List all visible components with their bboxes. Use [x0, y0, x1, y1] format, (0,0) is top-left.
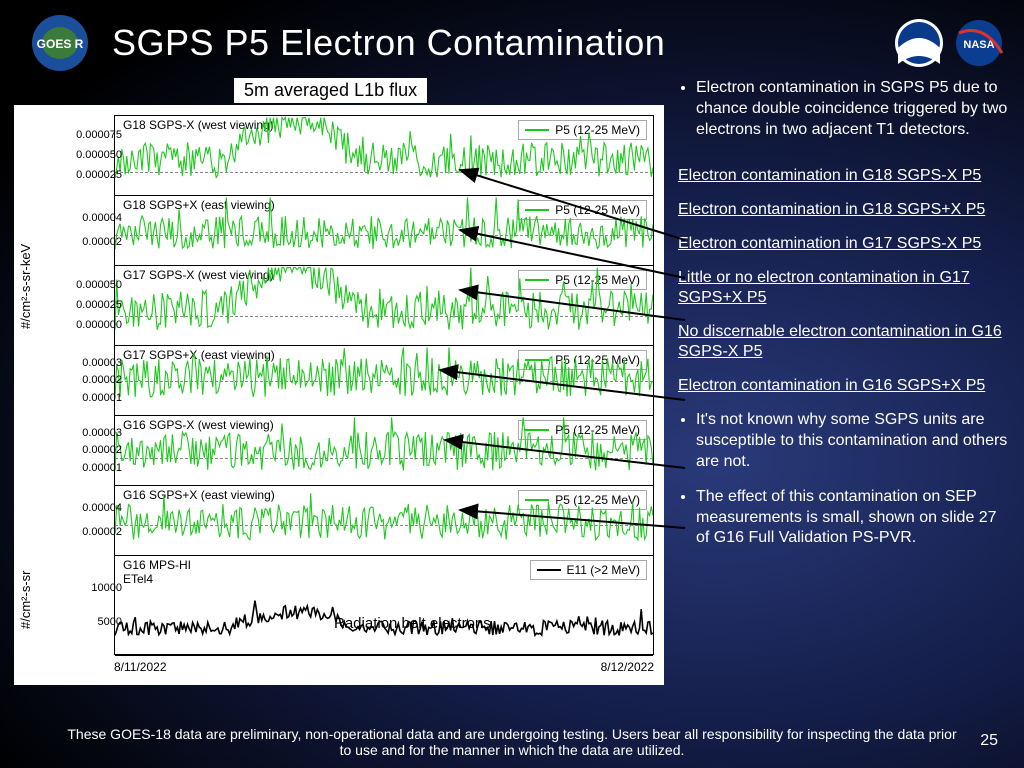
x-tick: 8/12/2022 [601, 660, 654, 674]
contamination-link[interactable]: Electron contamination in G18 SGPS+X P5 [678, 200, 1010, 220]
y-tick: 0.00004 [32, 502, 122, 514]
chart-caption: 5m averaged L1b flux [234, 78, 427, 103]
y-tick: 0.000000 [32, 319, 122, 331]
main-content: 5m averaged L1b flux #/cm²-s-sr-keV #/cm… [0, 78, 1024, 685]
plot-frame: G18 SGPS-X (west viewing)P5 (12-25 MeV)G… [114, 115, 654, 655]
multi-panel-chart: #/cm²-s-sr-keV #/cm²-s-sr G18 SGPS-X (we… [14, 105, 664, 685]
contamination-link[interactable]: Electron contamination in G17 SGPS-X P5 [678, 234, 1010, 254]
goes-r-logo-icon: GOES R [20, 13, 100, 73]
y-tick: 0.00002 [32, 526, 122, 538]
contamination-link[interactable]: Electron contamination in G16 SGPS+X P5 [678, 376, 1010, 396]
y-tick: 0.000050 [32, 279, 122, 291]
y-tick: 0.00002 [32, 236, 122, 248]
contamination-link[interactable]: Little or no electron contamination in G… [678, 268, 1010, 308]
bullet: Electron contamination in SGPS P5 due to… [696, 78, 1010, 140]
y-tick: 0.00003 [32, 427, 122, 439]
page-number: 25 [980, 732, 998, 750]
bullet: The effect of this contamination on SEP … [696, 487, 1010, 549]
bullets-top: Electron contamination in SGPS P5 due to… [678, 78, 1010, 140]
y-tick: 0.000025 [32, 169, 122, 181]
y-tick: 0.00001 [32, 392, 122, 404]
y-tick: 0.000050 [32, 149, 122, 161]
y-tick: 0.000025 [32, 299, 122, 311]
y-tick: 0.00003 [32, 357, 122, 369]
chart-area: 5m averaged L1b flux #/cm²-s-sr-keV #/cm… [14, 78, 664, 685]
y-tick: 0.000075 [32, 129, 122, 141]
footer-disclaimer: These GOES-18 data are preliminary, non-… [0, 726, 1024, 758]
side-text: Electron contamination in SGPS P5 due to… [664, 78, 1010, 685]
link-list: Electron contamination in G18 SGPS-X P5 E… [678, 166, 1010, 396]
chart-panel: G18 SGPS-X (west viewing)P5 (12-25 MeV) [115, 116, 653, 196]
chart-panel: G18 SGPS+X (east viewing)P5 (12-25 MeV) [115, 196, 653, 266]
contamination-link[interactable]: No discernable electron contamination in… [678, 322, 1010, 362]
chart-panel: G17 SGPS-X (west viewing)P5 (12-25 MeV) [115, 266, 653, 346]
x-axis-labels: 8/11/2022 8/12/2022 [114, 660, 654, 674]
y-tick: 0.00002 [32, 444, 122, 456]
y-tick: 0.00004 [32, 212, 122, 224]
chart-panel: G16 MPS-HI ETel4E11 (>2 MeV) [115, 556, 653, 656]
y-tick: 0.00002 [32, 374, 122, 386]
chart-panel: G16 SGPS+X (east viewing)P5 (12-25 MeV) [115, 486, 653, 556]
radiation-label: Radiation belt electrons [334, 615, 491, 632]
svg-text:GOES R: GOES R [37, 37, 84, 51]
svg-text:NASA: NASA [963, 39, 994, 51]
bullet: It's not known why some SGPS units are s… [696, 410, 1010, 472]
y-tick: 10000 [32, 582, 122, 594]
contamination-link[interactable]: Electron contamination in G18 SGPS-X P5 [678, 166, 1010, 186]
header: GOES R SGPS P5 Electron Contamination NA… [0, 0, 1024, 78]
nasa-logo-icon: NASA [954, 18, 1004, 68]
x-tick: 8/11/2022 [114, 660, 167, 674]
y-tick: 0.00001 [32, 462, 122, 474]
page-title: SGPS P5 Electron Contamination [112, 22, 884, 64]
y-tick: 5000 [32, 616, 122, 628]
chart-panel: G17 SGPS+X (east viewing)P5 (12-25 MeV) [115, 346, 653, 416]
bullets-bottom: It's not known why some SGPS units are s… [678, 410, 1010, 549]
chart-panel: G16 SGPS-X (west viewing)P5 (12-25 MeV) [115, 416, 653, 486]
noaa-logo-icon [894, 18, 944, 68]
